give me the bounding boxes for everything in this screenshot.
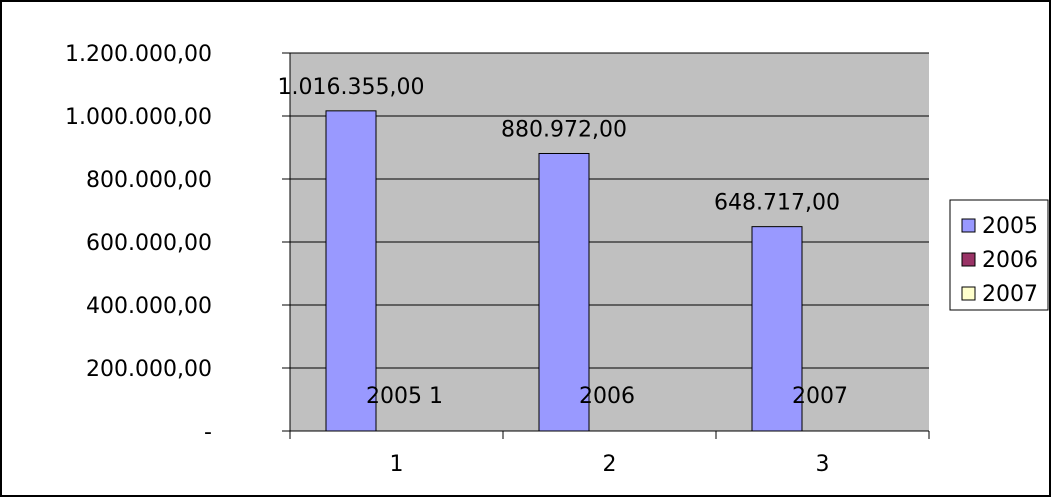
y-tick-label: 800.000,00 (86, 168, 212, 193)
y-tick-label: 400.000,00 (86, 294, 212, 319)
data-label: 648.717,00 (714, 191, 840, 216)
legend-label: 2005 (982, 214, 1038, 239)
legend-swatch (961, 252, 976, 267)
annotation: 2006 (579, 384, 635, 409)
legend: 2005 2006 2007 (949, 199, 1049, 311)
legend-label: 2007 (982, 282, 1038, 307)
annotations: 2005 1 2006 2007 (366, 384, 848, 409)
bar (325, 110, 377, 432)
x-tick-label: 3 (816, 452, 830, 477)
legend-swatch (961, 286, 976, 301)
x-tick-label: 1 (390, 452, 404, 477)
y-tick-label: 200.000,00 (86, 357, 212, 382)
bars (325, 110, 803, 432)
y-tick-label: 1.000.000,00 (65, 105, 212, 130)
data-label: 1.016.355,00 (278, 75, 425, 100)
y-axis-ticks: - 200.000,00 400.000,00 600.000,00 800.000,0… (65, 42, 290, 445)
gridlines (290, 52, 929, 369)
annotation: 2007 (792, 384, 848, 409)
legend-swatch (961, 218, 976, 233)
y-tick-label: 600.000,00 (86, 231, 212, 256)
y-tick-label: 1.200.000,00 (65, 42, 212, 67)
annotation: 2005 1 (366, 384, 443, 409)
x-tick-label: 2 (603, 452, 617, 477)
y-tick-label: - (204, 420, 212, 445)
data-labels: 1.016.355,00 880.972,00 648.717,00 (278, 75, 840, 216)
data-label: 880.972,00 (501, 117, 627, 142)
legend-label: 2006 (982, 248, 1038, 273)
x-axis-ticks: 1 2 3 (289, 431, 930, 477)
